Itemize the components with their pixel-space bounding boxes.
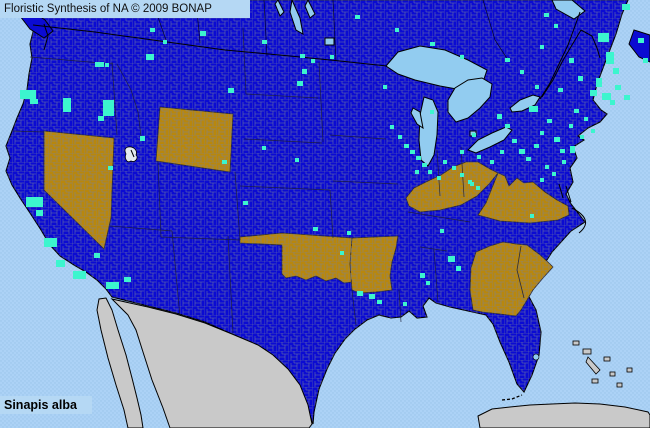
green-bay [410,107,424,130]
great-salt-lake [124,146,138,163]
chesapeake-bay [558,183,572,203]
lake-michigan [418,96,439,167]
bahamas-islands [572,340,633,388]
great-lakes [274,0,586,361]
mexico-region [96,297,650,428]
outer-banks-coast [571,207,587,234]
lake-huron [447,77,493,123]
puget-sound-coast [43,23,49,51]
manitoba-lakes [274,0,316,35]
gulf-of-st-lawrence [551,0,586,20]
lake-superior [385,45,488,91]
cuba [477,402,650,428]
st-lawrence-river [539,11,581,100]
georgia-southcarolina-border [516,245,525,299]
florida-keys [501,394,523,401]
county-occurrence-dots [20,4,648,306]
lake-okeechobee [532,353,540,361]
map-title: Floristic Synthesis of NA © 2009 BONAP [0,0,250,18]
great-salt-lake-detail [130,149,135,158]
baja-california [96,297,144,428]
lake-erie [467,126,513,154]
canada-border [32,0,601,98]
species-name-label: Sinapis alba [0,396,92,414]
lake-ontario [509,94,541,113]
state-borders [11,27,471,334]
lake-of-the-woods [324,37,335,46]
mexico-mainland [110,298,313,428]
